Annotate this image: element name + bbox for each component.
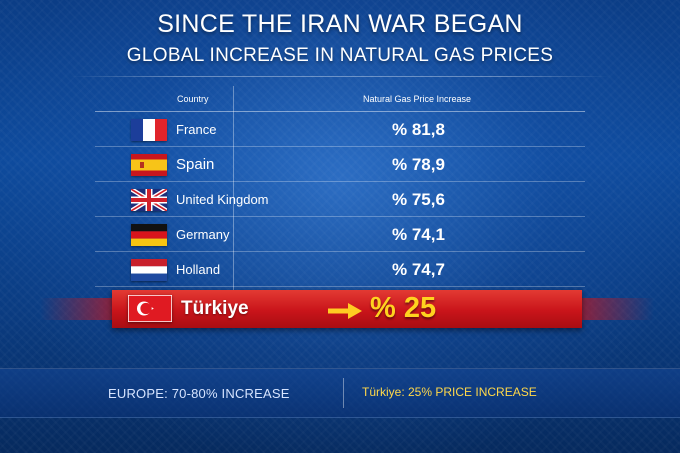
highlight-wing-left <box>40 298 112 320</box>
country-name: France <box>176 122 217 137</box>
price-increase-value: % 81,8 <box>392 120 445 139</box>
footer-divider <box>343 378 344 408</box>
footer-turkiye-summary: Türkiye: 25% PRICE INCREASE <box>362 385 537 399</box>
table-header: Country Natural Gas Price Increase <box>95 86 585 112</box>
highlight-country-name: Türkiye <box>181 298 249 319</box>
column-header-increase: Natural Gas Price Increase <box>363 94 472 104</box>
table-row: United Kingdom % 75,6 <box>95 182 585 217</box>
footer-europe-summary: EUROPE: 70-80% INCREASE <box>108 386 290 401</box>
arrow-right-icon <box>328 303 362 319</box>
price-increase-value: % 78,9 <box>392 155 445 174</box>
table-row: Germany % 74,1 <box>95 217 585 252</box>
price-increase-value: % 75,6 <box>392 190 445 209</box>
flag-netherlands-icon <box>131 259 167 281</box>
title-divider <box>70 76 610 77</box>
flag-spain-icon <box>131 154 167 176</box>
price-table: Country Natural Gas Price Increase Franc… <box>95 86 585 287</box>
price-increase-value: % 74,7 <box>392 260 445 279</box>
footer-bar <box>0 368 680 418</box>
page-subtitle: GLOBAL INCREASE IN NATURAL GAS PRICES <box>126 45 554 66</box>
country-name: United Kingdom <box>176 192 269 207</box>
table-row: France % 81,8 <box>95 112 585 147</box>
flag-turkiye-icon <box>128 295 172 322</box>
flag-germany-icon <box>131 224 167 246</box>
price-increase-value: % 74,1 <box>392 225 445 244</box>
column-divider <box>233 86 234 291</box>
flag-united-kingdom-icon <box>131 189 167 211</box>
country-name: Germany <box>176 227 230 242</box>
table-row: Holland % 74,7 <box>95 252 585 287</box>
flag-france-icon <box>131 119 167 141</box>
country-name: Spain <box>176 156 215 173</box>
highlight-price-increase-value: % 25 <box>370 292 437 324</box>
country-name: Holland <box>176 262 221 277</box>
highlight-wing-right <box>582 298 654 320</box>
column-header-country: Country <box>177 94 209 104</box>
page-title: SINCE THE IRAN WAR BEGAN <box>157 10 523 38</box>
table-row: Spain % 78,9 <box>95 147 585 182</box>
